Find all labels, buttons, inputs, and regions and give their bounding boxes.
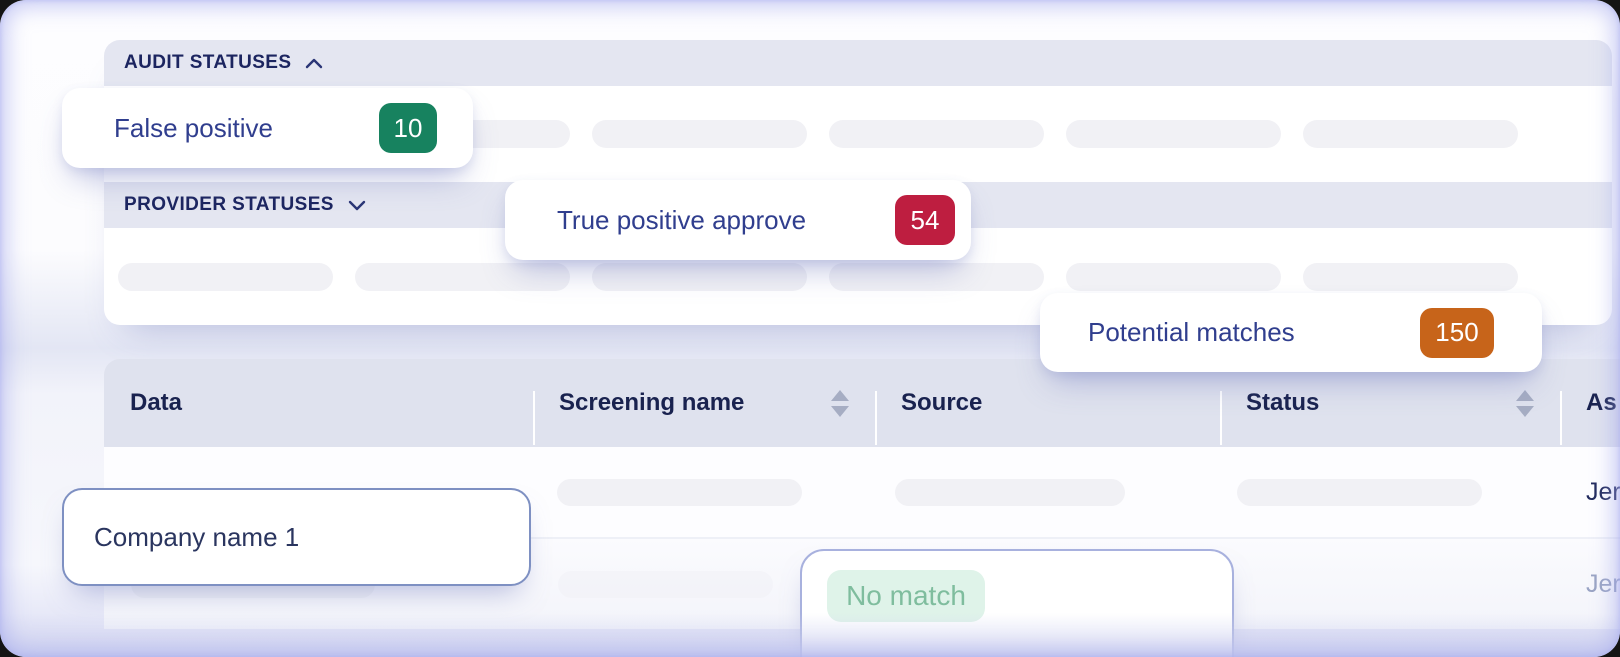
column-label: Screening name [559,389,745,416]
source-cell [875,478,1220,506]
table-header-row: Data Screening name Source Status As [104,359,1620,447]
skeleton-pill [592,262,807,291]
potential-matches-chip[interactable]: Potential matches 150 [1040,293,1542,372]
count-badge: 54 [895,195,955,245]
assignee-cell: Jer [1586,477,1620,506]
count-badge: 150 [1420,307,1494,358]
column-label: Source [901,389,983,416]
skeleton-pill [355,262,570,291]
audit-statuses-label: AUDIT STATUSES [124,52,292,73]
skeleton-pill [1303,262,1518,291]
no-match-card[interactable]: No match [800,549,1234,657]
skeleton-pill [829,120,1044,148]
screening-name-cell [533,478,875,506]
no-match-badge: No match [827,570,985,622]
skeleton-pill [829,262,1044,291]
company-name-card[interactable]: Company name 1 [62,488,531,586]
column-label: As [1586,389,1617,416]
provider-statuses-skeleton-row [104,228,1612,325]
screening-name-cell [533,570,875,598]
chevron-up-icon[interactable] [305,58,323,69]
status-cell [1220,478,1560,506]
true-positive-approve-chip[interactable]: True positive approve 54 [505,180,971,260]
skeleton-pill [1303,120,1518,148]
provider-statuses-label: PROVIDER STATUSES [124,194,334,215]
chip-label: Potential matches [1088,317,1295,347]
sort-icon[interactable] [1516,389,1534,417]
skeleton-pill [895,478,1125,506]
skeleton-pill [1066,262,1281,291]
column-header-screening-name[interactable]: Screening name [533,359,875,447]
chevron-down-icon[interactable] [348,200,366,211]
assignee-cell: Jer [1586,569,1620,598]
skeleton-pill [557,478,802,506]
chip-label: True positive approve [557,204,807,235]
column-header-status[interactable]: Status [1220,359,1560,447]
column-header-data: Data [104,359,533,447]
skeleton-pill [558,570,773,598]
column-header-assignee: As [1560,359,1620,447]
count-badge: 10 [379,103,437,153]
skeleton-pill [1066,120,1281,148]
sort-icon[interactable] [831,389,849,417]
column-label: Status [1246,389,1320,416]
skeleton-pill [1237,478,1482,506]
false-positive-chip[interactable]: False positive 10 [62,88,473,168]
column-header-source: Source [875,359,1220,447]
column-label: Data [130,389,183,416]
chip-label: False positive [114,112,273,143]
skeleton-pill [592,120,807,148]
skeleton-pill [118,262,333,291]
company-name-text: Company name 1 [94,521,300,552]
section-audit-statuses[interactable]: AUDIT STATUSES [104,40,1612,86]
